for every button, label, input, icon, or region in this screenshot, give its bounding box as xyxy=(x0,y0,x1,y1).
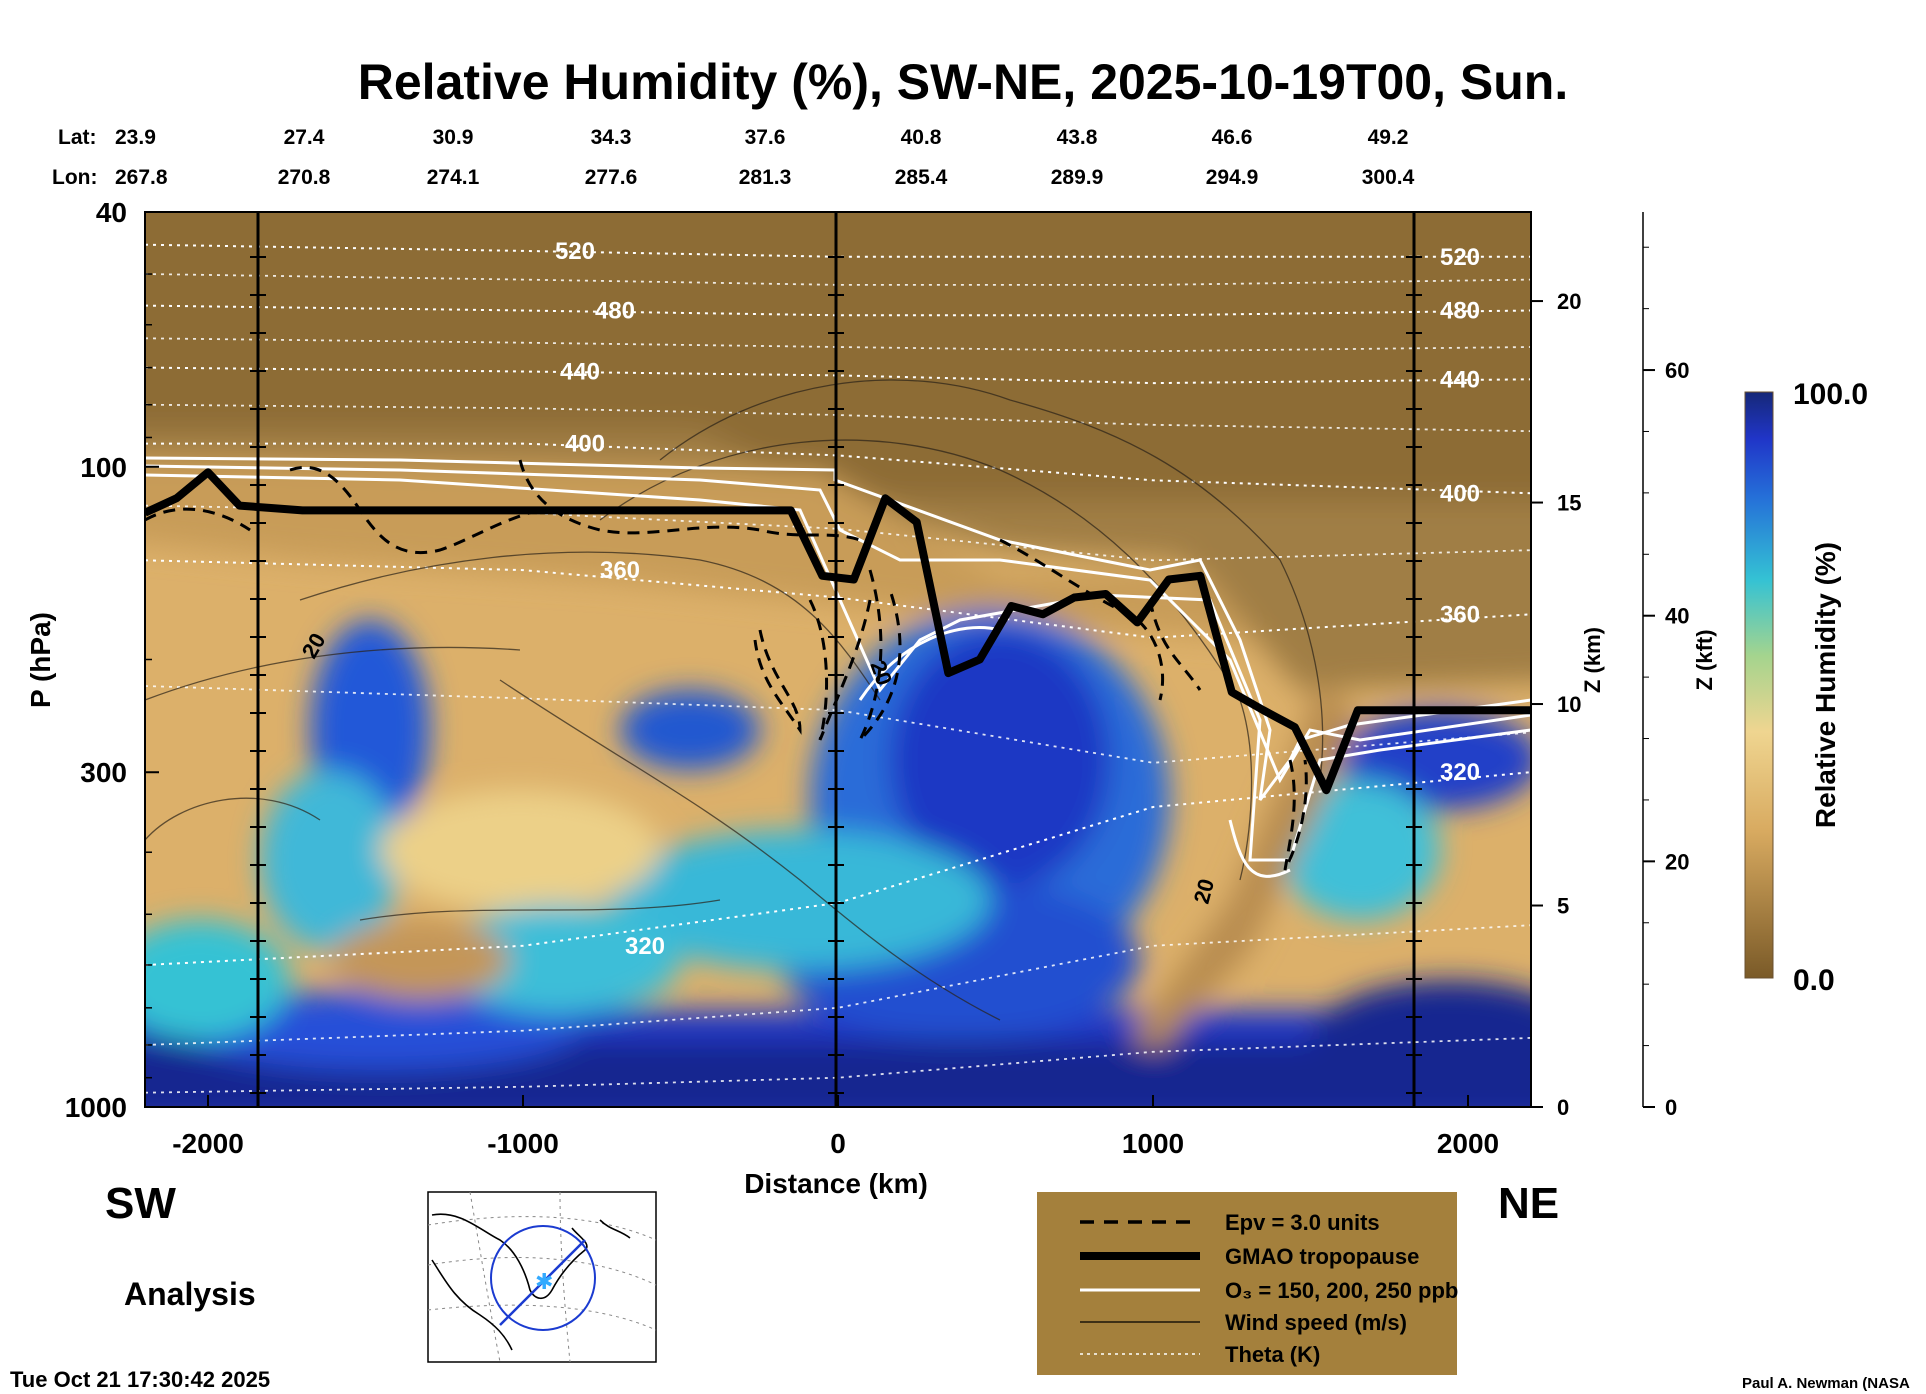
lat-value: 40.8 xyxy=(901,126,942,149)
z-km-tick-label: 20 xyxy=(1557,289,1581,314)
lon-values: 267.8 270.8 274.1 277.6 281.3 285.4 289.9 294.9… xyxy=(115,166,1415,189)
theta-label: 320 xyxy=(1440,759,1480,786)
lon-value: 300.4 xyxy=(1362,166,1415,189)
colorbar-max: 100.0 xyxy=(1793,378,1868,411)
legend-theta: Theta (K) xyxy=(1225,1342,1320,1367)
theta-label: 400 xyxy=(1440,480,1480,507)
lat-value: 23.9 xyxy=(115,126,156,149)
theta-label: 400 xyxy=(565,431,605,458)
lon-row-label: Lon: xyxy=(52,166,97,189)
y-tick-label: 300 xyxy=(80,757,127,788)
y-tick-label: 1000 xyxy=(65,1092,127,1123)
svg-text:✱: ✱ xyxy=(535,1269,553,1294)
lat-value: 27.4 xyxy=(284,126,325,149)
lon-value: 294.9 xyxy=(1206,166,1259,189)
lon-value: 277.6 xyxy=(585,166,638,189)
z-km-tick-label: 0 xyxy=(1557,1095,1569,1120)
z-kft-tick-label: 20 xyxy=(1665,849,1689,874)
y-tick-label: 40 xyxy=(96,197,127,228)
x-tick-label: -2000 xyxy=(172,1128,244,1159)
theta-labels: 520 520 480 480 440 440 400 400 360 360 320 320 xyxy=(555,238,1480,960)
sw-label: SW xyxy=(105,1179,176,1228)
z-kft-tick-label: 0 xyxy=(1665,1095,1677,1120)
theta-label: 440 xyxy=(560,359,600,386)
z-kft-tick-label: 40 xyxy=(1665,604,1689,629)
theta-label: 520 xyxy=(1440,244,1480,271)
epv-contours xyxy=(145,459,1308,871)
x-tick-label: 2000 xyxy=(1437,1128,1499,1159)
theta-label: 480 xyxy=(595,297,635,324)
x-tick-label: -1000 xyxy=(487,1128,559,1159)
inset-map: ✱ xyxy=(427,1191,657,1363)
colorbar-label: Relative Humidity (%) xyxy=(1810,542,1841,828)
x-axis-label: Distance (km) xyxy=(744,1168,928,1199)
chart-title: Relative Humidity (%), SW-NE, 2025-10-19… xyxy=(358,54,1568,110)
lon-value: 289.9 xyxy=(1051,166,1104,189)
z-km-label: Z (km) xyxy=(1580,627,1605,693)
analysis-label: Analysis xyxy=(124,1276,256,1312)
z-km-tick-label: 10 xyxy=(1557,692,1581,717)
lon-value: 274.1 xyxy=(427,166,480,189)
marker-ticks xyxy=(250,256,1422,1094)
lat-value: 34.3 xyxy=(591,126,632,149)
theta-contour xyxy=(145,504,1531,562)
ne-label: NE xyxy=(1498,1179,1559,1228)
colorbar xyxy=(1744,391,1774,979)
z-kft-tick-label: 60 xyxy=(1665,358,1689,383)
colorbar-min: 0.0 xyxy=(1793,964,1835,997)
z-km-tick-label: 15 xyxy=(1557,491,1581,516)
theta-label: 360 xyxy=(1440,601,1480,628)
lat-value: 37.6 xyxy=(745,126,786,149)
y-axis: 40 100 300 1000 xyxy=(65,197,159,1123)
lat-value: 30.9 xyxy=(433,126,474,149)
z-km-tick-label: 5 xyxy=(1557,894,1569,919)
theta-label: 480 xyxy=(1440,297,1480,324)
lat-values: 23.9 27.4 30.9 34.3 37.6 40.8 43.8 46.6 49.2 xyxy=(115,126,1408,149)
gmao-tropopause-line xyxy=(145,468,1531,795)
lat-value: 46.6 xyxy=(1212,126,1253,149)
legend: Epv = 3.0 units GMAO tropopause O₃ = 150… xyxy=(1037,1192,1458,1375)
legend-tropopause: GMAO tropopause xyxy=(1225,1244,1419,1269)
legend-ozone: O₃ = 150, 200, 250 ppb xyxy=(1225,1278,1458,1303)
lon-value: 281.3 xyxy=(739,166,792,189)
plot-area xyxy=(145,212,1531,1107)
theta-label: 520 xyxy=(555,238,595,265)
section-markers xyxy=(256,212,1416,1107)
theta-label: 320 xyxy=(625,933,665,960)
timestamp: Tue Oct 21 17:30:42 2025 xyxy=(10,1367,270,1392)
lon-value: 267.8 xyxy=(115,166,168,189)
x-tick-label: 1000 xyxy=(1122,1128,1184,1159)
lon-value: 270.8 xyxy=(278,166,331,189)
lat-value: 49.2 xyxy=(1368,126,1409,149)
lat-row-label: Lat: xyxy=(58,126,97,149)
lon-value: 285.4 xyxy=(895,166,948,189)
x-axis: -2000 -1000 0 1000 2000 xyxy=(172,1095,1499,1159)
legend-epv: Epv = 3.0 units xyxy=(1225,1210,1380,1235)
z-kft-label: Z (kft) xyxy=(1692,629,1717,690)
credit: Paul A. Newman (NASA xyxy=(1742,1375,1910,1392)
x-tick-label: 0 xyxy=(830,1128,846,1159)
theta-label: 440 xyxy=(1440,366,1480,393)
theta-label: 360 xyxy=(600,557,640,584)
y-tick-label: 100 xyxy=(80,452,127,483)
lat-value: 43.8 xyxy=(1057,126,1098,149)
z-kft-axis: 0 20 40 60 xyxy=(1642,212,1689,1120)
theta-contour xyxy=(145,559,1531,639)
z-km-axis: 0 5 10 15 20 xyxy=(1530,212,1581,1120)
y-axis-label: P (hPa) xyxy=(25,612,56,708)
legend-wind: Wind speed (m/s) xyxy=(1225,1310,1407,1335)
